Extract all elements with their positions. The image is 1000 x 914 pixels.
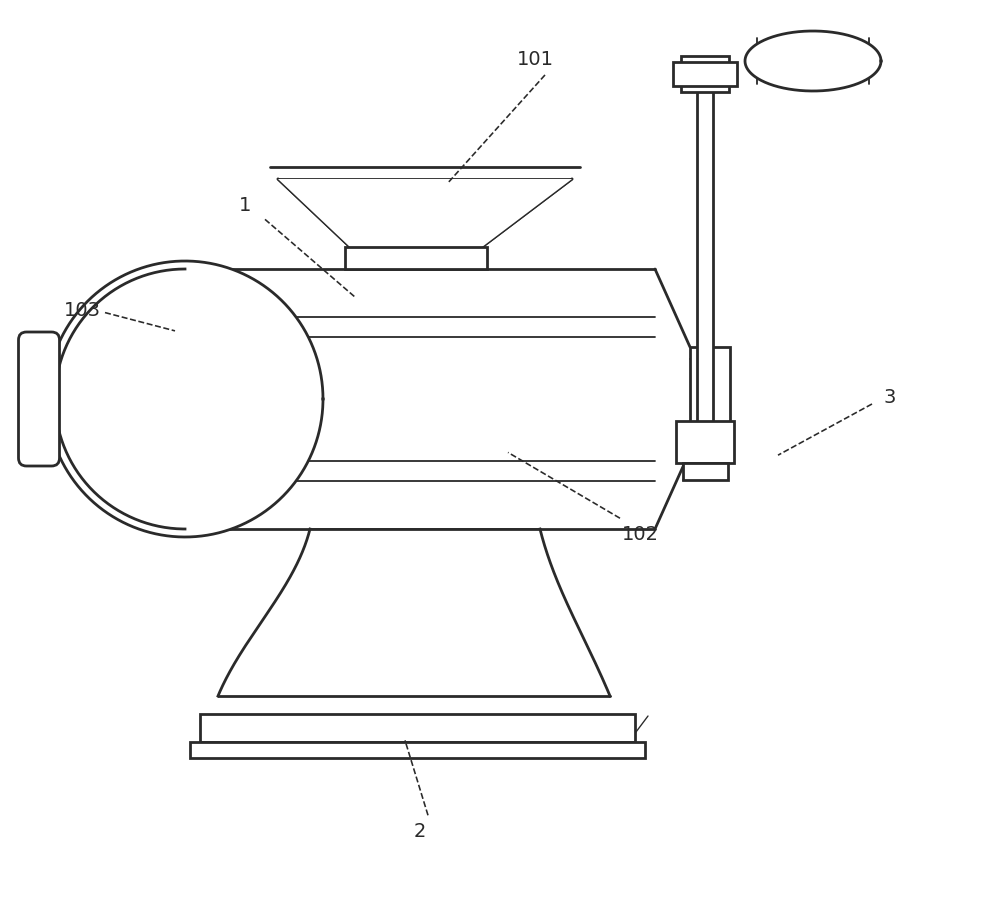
- Bar: [200, 714, 635, 742]
- Polygon shape: [47, 261, 323, 537]
- Bar: [697, 89, 713, 459]
- Text: 1: 1: [239, 197, 251, 215]
- Bar: [676, 421, 734, 463]
- Bar: [673, 62, 737, 86]
- Text: 102: 102: [622, 526, 658, 544]
- Text: 3: 3: [884, 388, 896, 407]
- Bar: [690, 347, 730, 451]
- Bar: [681, 56, 729, 92]
- Bar: [345, 247, 487, 269]
- Bar: [190, 742, 645, 758]
- Text: 103: 103: [64, 302, 100, 320]
- Text: 101: 101: [516, 50, 554, 69]
- FancyBboxPatch shape: [18, 332, 60, 466]
- Polygon shape: [218, 529, 610, 696]
- Polygon shape: [278, 179, 572, 247]
- Text: 2: 2: [414, 823, 426, 841]
- Bar: [682, 463, 728, 480]
- Polygon shape: [745, 31, 881, 91]
- Polygon shape: [55, 269, 690, 529]
